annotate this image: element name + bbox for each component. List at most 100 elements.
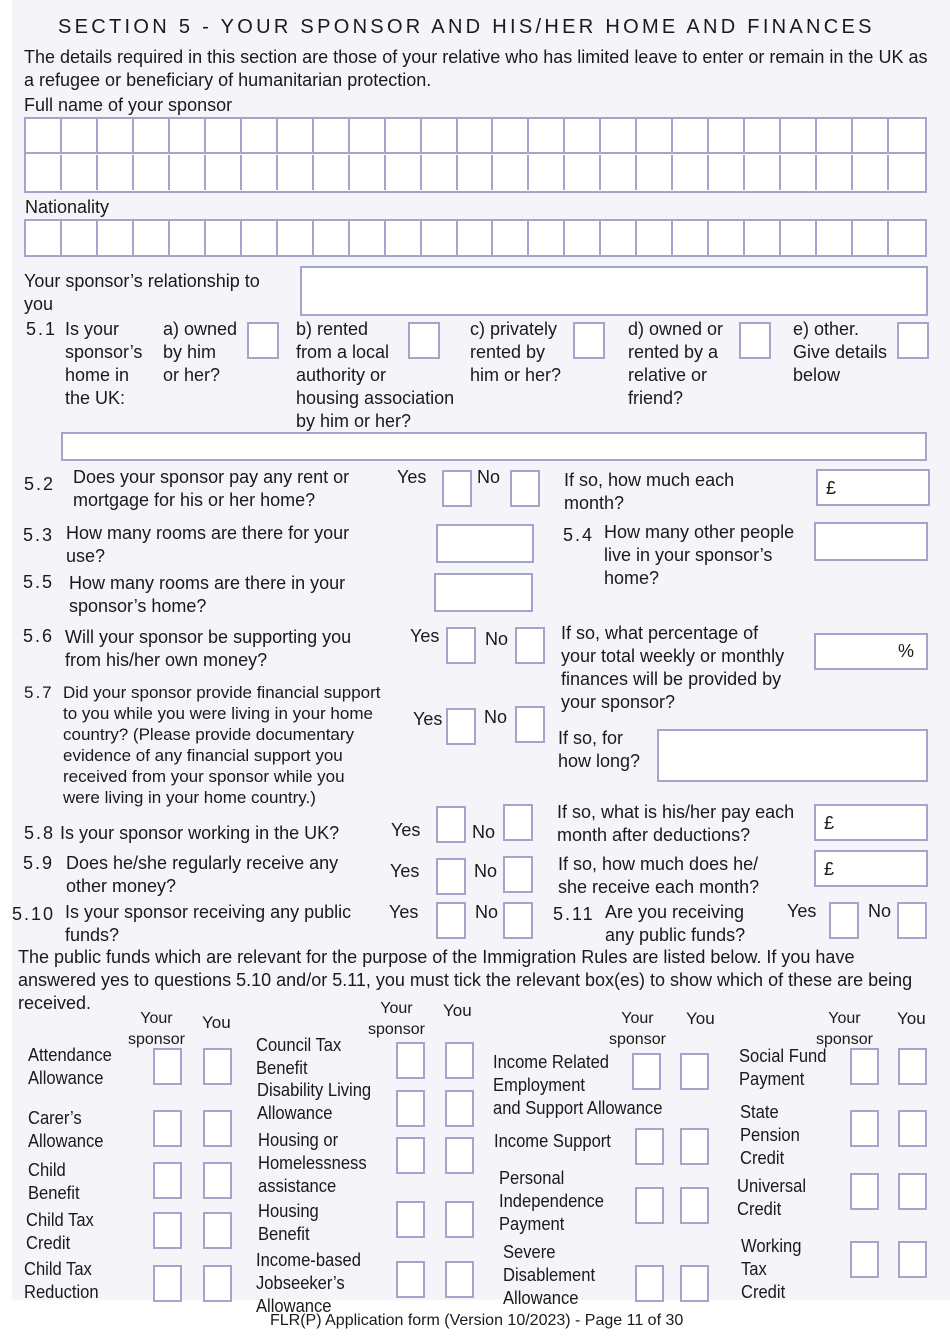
q5-9-yes-checkbox[interactable] <box>436 858 466 895</box>
q5-1-option-e-checkbox[interactable] <box>897 322 929 359</box>
character-cell[interactable] <box>422 221 458 256</box>
character-cell[interactable] <box>349 119 386 154</box>
character-cell[interactable] <box>853 221 890 256</box>
character-cell[interactable] <box>313 119 350 154</box>
you-benefit-checkbox[interactable] <box>203 1162 232 1199</box>
q5-9-no-checkbox[interactable] <box>503 856 533 893</box>
character-cell[interactable] <box>889 221 925 256</box>
character-cell[interactable] <box>493 155 530 190</box>
character-cell[interactable] <box>206 155 242 190</box>
nationality-input-grid[interactable] <box>24 219 927 257</box>
character-cell[interactable] <box>98 155 134 190</box>
you-benefit-checkbox[interactable] <box>680 1187 709 1224</box>
character-cell[interactable] <box>781 119 818 154</box>
q5-7-no-checkbox[interactable] <box>515 706 545 743</box>
q5-8-pay-input[interactable]: £ <box>814 804 928 841</box>
character-cell[interactable] <box>745 119 782 154</box>
character-cell[interactable] <box>386 155 422 190</box>
sponsor-benefit-checkbox[interactable] <box>635 1187 664 1224</box>
character-cell[interactable] <box>134 221 170 256</box>
sponsor-benefit-checkbox[interactable] <box>635 1265 664 1302</box>
you-benefit-checkbox[interactable] <box>445 1137 474 1174</box>
character-cell[interactable] <box>421 119 458 154</box>
character-cell[interactable] <box>97 119 134 154</box>
character-cell[interactable] <box>314 155 350 190</box>
character-cell[interactable] <box>350 221 386 256</box>
character-cell[interactable] <box>709 155 746 190</box>
character-cell[interactable] <box>709 119 746 154</box>
character-cell[interactable] <box>458 155 494 190</box>
character-cell[interactable] <box>709 221 746 256</box>
q5-7-yes-checkbox[interactable] <box>446 708 476 745</box>
character-cell[interactable] <box>817 155 854 190</box>
you-benefit-checkbox[interactable] <box>898 1110 927 1147</box>
q5-6-percentage-input[interactable]: % <box>814 633 928 670</box>
you-benefit-checkbox[interactable] <box>445 1261 474 1298</box>
character-cell[interactable] <box>26 221 62 256</box>
sponsor-benefit-checkbox[interactable] <box>396 1090 425 1127</box>
q5-4-people-input[interactable] <box>814 522 928 561</box>
character-cell[interactable] <box>673 221 710 256</box>
you-benefit-checkbox[interactable] <box>203 1212 232 1249</box>
character-cell[interactable] <box>241 119 278 154</box>
character-cell[interactable] <box>350 155 386 190</box>
sponsor-benefit-checkbox[interactable] <box>850 1173 879 1210</box>
character-cell[interactable] <box>817 119 854 154</box>
q5-1-option-d-checkbox[interactable] <box>739 322 771 359</box>
character-cell[interactable] <box>565 119 602 154</box>
full-name-input-grid[interactable] <box>24 117 927 193</box>
character-cell[interactable] <box>889 119 925 154</box>
q5-1-option-c-checkbox[interactable] <box>573 322 605 359</box>
you-benefit-checkbox[interactable] <box>203 1110 232 1147</box>
sponsor-benefit-checkbox[interactable] <box>850 1241 879 1278</box>
character-cell[interactable] <box>781 221 818 256</box>
you-benefit-checkbox[interactable] <box>898 1048 927 1085</box>
character-cell[interactable] <box>385 119 422 154</box>
character-cell[interactable] <box>565 155 602 190</box>
character-cell[interactable] <box>205 119 242 154</box>
you-benefit-checkbox[interactable] <box>445 1042 474 1079</box>
sponsor-benefit-checkbox[interactable] <box>635 1128 664 1165</box>
q5-11-yes-checkbox[interactable] <box>829 902 859 939</box>
you-benefit-checkbox[interactable] <box>898 1241 927 1278</box>
character-cell[interactable] <box>637 119 674 154</box>
q5-6-yes-checkbox[interactable] <box>446 627 476 664</box>
character-cell[interactable] <box>133 119 170 154</box>
sponsor-benefit-checkbox[interactable] <box>396 1137 425 1174</box>
q5-5-rooms-input[interactable] <box>434 573 533 612</box>
character-cell[interactable] <box>458 221 494 256</box>
character-cell[interactable] <box>889 155 925 190</box>
you-benefit-checkbox[interactable] <box>680 1128 709 1165</box>
q5-2-no-checkbox[interactable] <box>510 470 540 507</box>
character-cell[interactable] <box>529 155 566 190</box>
character-cell[interactable] <box>62 221 98 256</box>
sponsor-benefit-checkbox[interactable] <box>850 1110 879 1147</box>
character-cell[interactable] <box>781 155 818 190</box>
sponsor-benefit-checkbox[interactable] <box>153 1265 182 1302</box>
q5-2-yes-checkbox[interactable] <box>442 470 472 507</box>
character-cell[interactable] <box>170 221 206 256</box>
q5-8-yes-checkbox[interactable] <box>436 806 466 843</box>
q5-8-no-checkbox[interactable] <box>503 804 533 841</box>
character-cell[interactable] <box>853 119 890 154</box>
character-cell[interactable] <box>817 221 854 256</box>
sponsor-benefit-checkbox[interactable] <box>396 1201 425 1238</box>
character-cell[interactable] <box>601 155 638 190</box>
character-cell[interactable] <box>673 119 710 154</box>
you-benefit-checkbox[interactable] <box>445 1090 474 1127</box>
q5-10-no-checkbox[interactable] <box>503 902 533 939</box>
character-cell[interactable] <box>386 221 422 256</box>
character-cell[interactable] <box>278 155 314 190</box>
character-cell[interactable] <box>673 155 710 190</box>
q5-3-rooms-input[interactable] <box>436 524 534 563</box>
character-cell[interactable] <box>242 155 278 190</box>
character-cell[interactable] <box>278 221 314 256</box>
character-cell[interactable] <box>637 155 674 190</box>
character-cell[interactable] <box>601 221 638 256</box>
character-cell[interactable] <box>601 119 638 154</box>
q5-11-no-checkbox[interactable] <box>897 902 927 939</box>
relationship-input[interactable] <box>300 266 928 316</box>
you-benefit-checkbox[interactable] <box>445 1201 474 1238</box>
character-cell[interactable] <box>277 119 314 154</box>
q5-2-amount-input[interactable]: £ <box>816 469 930 506</box>
